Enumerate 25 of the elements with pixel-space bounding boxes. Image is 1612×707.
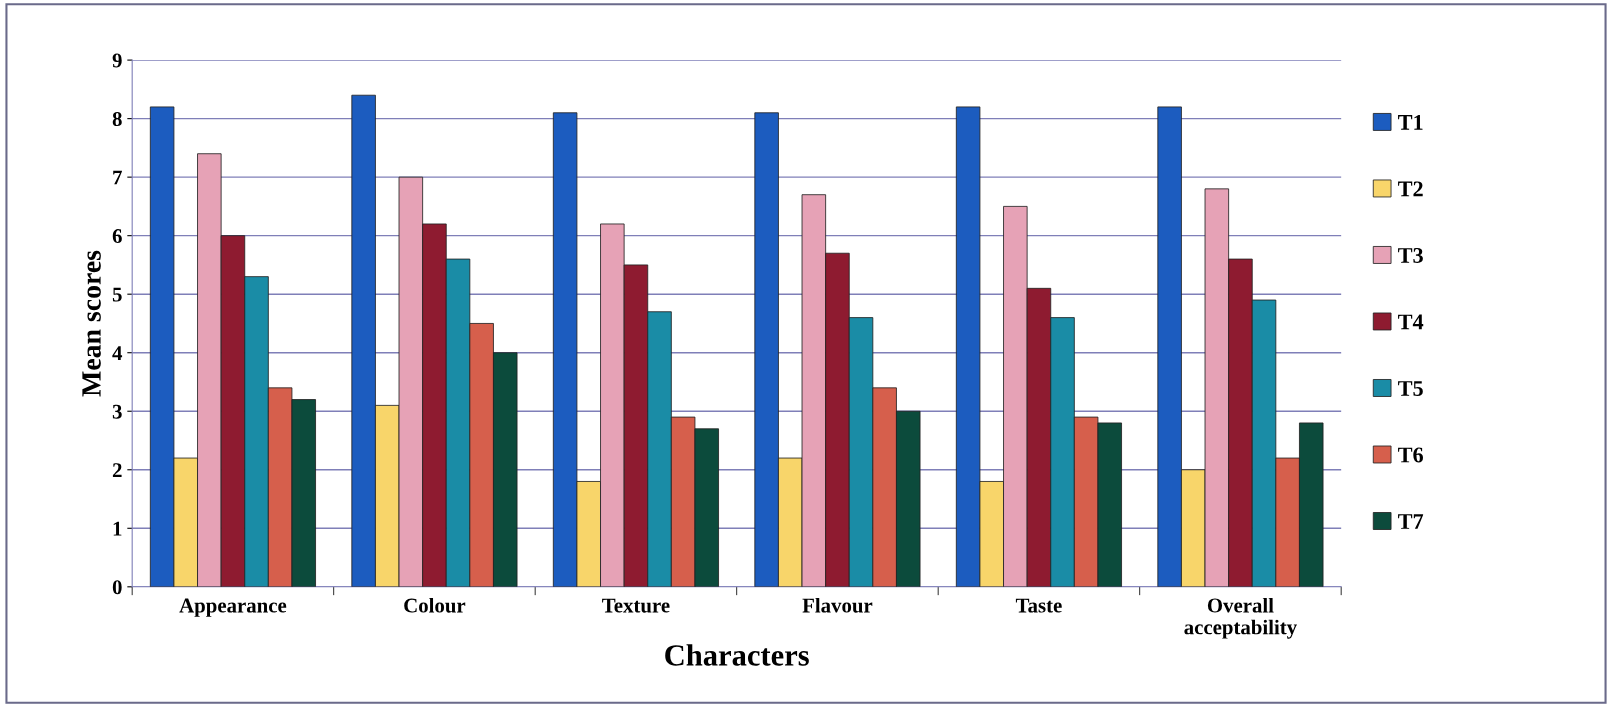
y-tick-label: 4 [112,346,123,360]
legend-label: T4 [1398,314,1424,330]
x-axis-title: Characters [665,644,809,666]
x-tick-label: Overall acceptability [1184,597,1297,639]
y-axis-title: Mean scores [82,250,101,397]
legend-label: T6 [1398,447,1423,463]
y-tick-label: 2 [112,463,122,477]
y-tick-label: 3 [112,404,122,419]
y-tick-label: 9 [112,53,122,68]
x-tick-label: Appearance [179,598,287,617]
legend-label: T5 [1398,381,1423,396]
y-tick-label: 8 [112,111,122,127]
x-tick-label: Flavour [802,597,873,613]
legend-label: T1 [1398,115,1423,130]
y-tick-label: 0 [112,580,122,595]
y-tick-label: 5 [112,287,122,302]
x-tick-label: Colour [404,597,466,613]
legend-label: T7 [1398,514,1424,529]
y-tick-label: 7 [113,170,122,185]
y-tick-label: 6 [112,229,122,244]
x-tick-label: Taste [1015,598,1062,613]
legend-label: T2 [1398,181,1423,197]
y-tick-label: 1 [113,521,122,536]
x-tick-label: Texture [602,598,670,613]
legend-label: T3 [1398,247,1423,263]
